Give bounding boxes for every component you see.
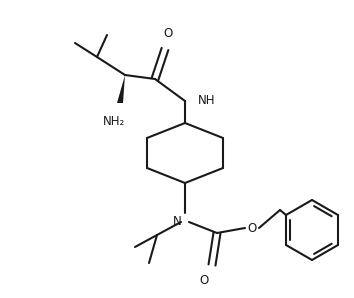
Text: NH₂: NH₂ bbox=[103, 115, 125, 128]
Polygon shape bbox=[117, 75, 125, 103]
Text: NH: NH bbox=[198, 94, 216, 106]
Text: O: O bbox=[199, 274, 209, 287]
Text: O: O bbox=[247, 221, 257, 235]
Text: N: N bbox=[173, 215, 181, 228]
Text: O: O bbox=[164, 27, 173, 40]
